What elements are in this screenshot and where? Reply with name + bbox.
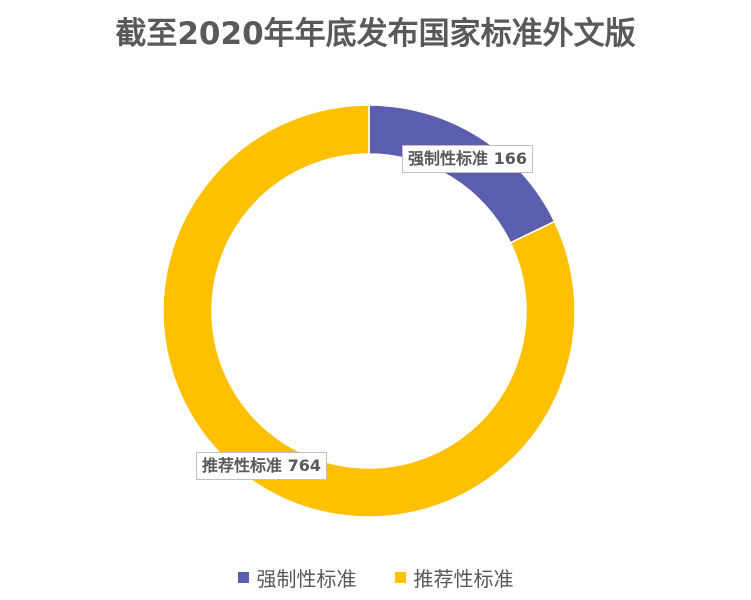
legend-label-mandatory: 强制性标准: [256, 567, 357, 591]
legend-swatch-mandatory: [237, 572, 249, 583]
slice-recommended: [162, 104, 576, 518]
legend: 强制性标准 推荐性标准: [0, 563, 751, 592]
legend-item-recommended: 推荐性标准: [394, 563, 514, 592]
chart-title: 截至2020年年底发布国家标准外文版: [115, 16, 636, 52]
data-label-mandatory: 强制性标准 166: [402, 145, 533, 173]
data-label-recommended: 推荐性标准 764: [196, 452, 327, 480]
legend-label-recommended: 推荐性标准: [413, 567, 514, 591]
legend-swatch-recommended: [394, 572, 406, 583]
legend-item-mandatory: 强制性标准: [237, 563, 357, 592]
slice-mandatory: [368, 104, 556, 244]
